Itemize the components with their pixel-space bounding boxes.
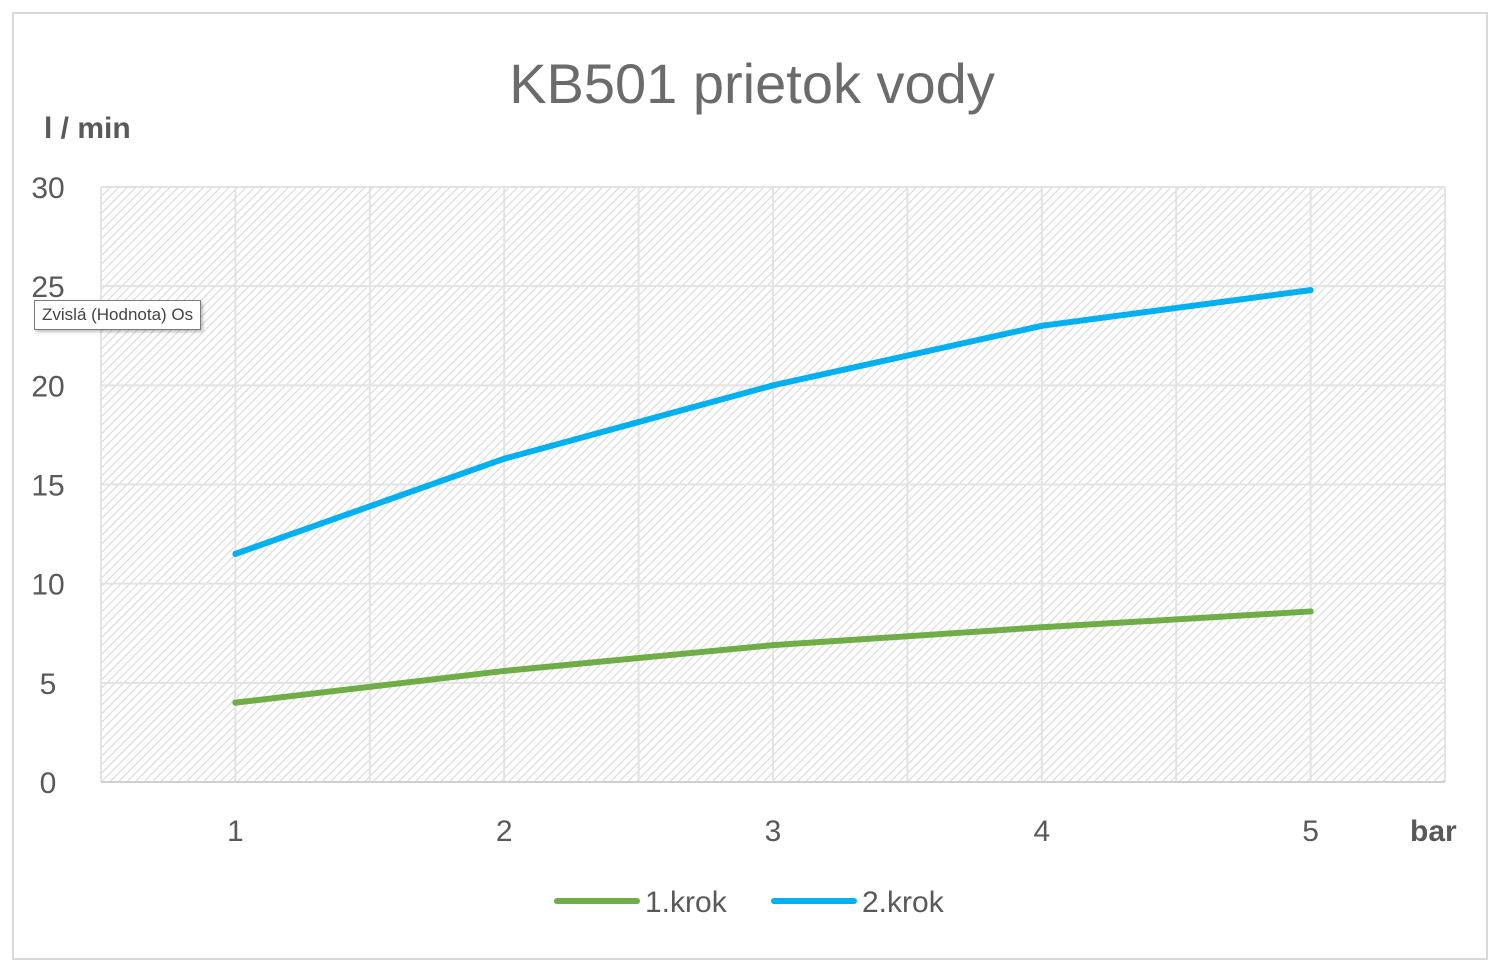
- y-tick-label: 5: [40, 668, 57, 701]
- data-point[interactable]: [1307, 287, 1314, 294]
- y-tick-label: 10: [31, 569, 64, 602]
- x-axis-title[interactable]: bar: [1410, 815, 1457, 848]
- legend-label: 2.krok: [862, 886, 945, 919]
- data-point[interactable]: [770, 382, 776, 389]
- x-tick-label: 3: [765, 815, 782, 848]
- data-point[interactable]: [232, 550, 239, 557]
- y-tick-label: 25: [31, 271, 64, 304]
- x-tick-label: 1: [227, 815, 244, 848]
- legend-label: 1.krok: [645, 886, 728, 919]
- legend[interactable]: 1.krok 2.krok: [554, 886, 945, 919]
- series-lines[interactable]: [232, 287, 1314, 706]
- x-tick-label: 2: [496, 815, 513, 848]
- y-tick-label: 30: [31, 172, 64, 205]
- y-tick-label: 15: [31, 470, 64, 503]
- data-point[interactable]: [770, 642, 776, 649]
- data-point[interactable]: [1307, 608, 1314, 615]
- data-point[interactable]: [1038, 322, 1045, 329]
- y-tick-label: 20: [31, 370, 64, 403]
- data-point[interactable]: [232, 699, 239, 706]
- x-axis-tick-labels[interactable]: 1 2 3 4 5: [227, 815, 1319, 848]
- gridlines: [100, 186, 1446, 783]
- data-point[interactable]: [501, 455, 508, 462]
- y-axis-title[interactable]: l / min: [44, 112, 131, 145]
- y-tick-label: 0: [40, 767, 57, 800]
- data-point[interactable]: [1038, 624, 1045, 631]
- x-tick-label: 4: [1033, 815, 1050, 848]
- axis-tooltip: Zvislá (Hodnota) Os: [34, 300, 202, 330]
- data-point[interactable]: [501, 667, 508, 674]
- chart-title[interactable]: KB501 prietok vody: [509, 52, 995, 115]
- y-axis-tick-labels[interactable]: 0 5 10 15 20 25 30: [31, 172, 64, 800]
- x-tick-label: 5: [1302, 815, 1319, 848]
